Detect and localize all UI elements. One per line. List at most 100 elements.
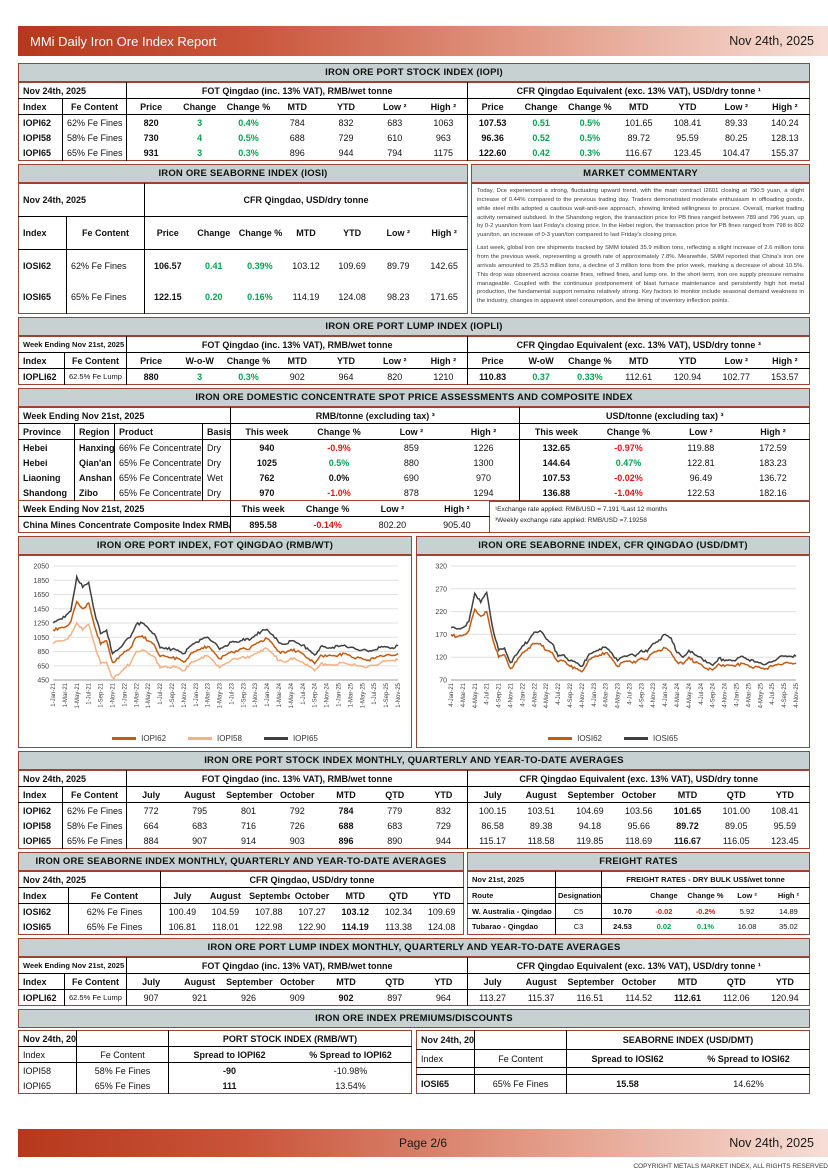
port-index-chart-legend: IOPI62 IOPI58 IOPI65 [19,731,411,745]
table-row: Index Fe Content Spread to IOPI62% Spread … [18,1046,412,1064]
legend-swatch [188,736,213,740]
table-row: IOPI58 58% Fe Fines 730 4 0.5% 688 729 610 963 96… [19,130,810,145]
svg-text:4-Mar-24: 4-Mar-24 [675,683,681,708]
legend-swatch [548,736,573,740]
table-row: Index Fe Content Spread to IOSI62% Spread … [416,1049,810,1069]
table-row: IOPI62 62% Fe Fines 820 3 0.4% 784 832 683 1063 1… [19,114,810,130]
svg-text:1-Sep-21: 1-Sep-21 [99,683,105,708]
svg-text:1-Jul-25: 1-Jul-25 [372,683,378,705]
footnotes-box: ¹Exchange rate applied: RMB/USD = 7.191 … [490,501,810,534]
svg-text:1-Sep-25: 1-Sep-25 [384,683,390,708]
svg-text:1-Sep-24: 1-Sep-24 [313,683,319,708]
svg-text:1-Jan-25: 1-Jan-25 [337,683,343,707]
legend-item: IOPI65 [263,733,318,743]
table-row: IOPLI62 62.5% Fe Lump 880 3 0.3% 902 964 820 121… [19,368,810,385]
table-row: China Mines Concentrate Composite Index … [18,516,490,533]
table-row: Nov 24th, 2025 CFR Qingdao, USD/dry tonne [18,183,468,218]
legend-swatch [263,736,288,740]
report-header-date: Nov 24th, 2025 [729,34,814,48]
svg-text:4-Sep-21: 4-Sep-21 [497,683,503,708]
legend-item: IOSI62 [548,734,602,743]
table-row: IOPLI62 62.5% Fe Lump 907 921 926 909 902 897 96… [19,989,810,1006]
table-row: IOSI65 65% Fe Fines 122.15 0.20 0.16% 114.19 1… [19,281,468,314]
iosi-table: Nov 24th, 2025 CFR Qingdao, USD/dry tonne… [18,183,468,315]
svg-text:1-Mar-24: 1-Mar-24 [277,683,283,708]
table-row: Shandong Zibo 65% Fe Concentrate Dry 970 -1.0… [19,485,810,501]
table-row: Tubarao - Qingdao C3 24.53 0.02 0.1% 16.08 35.… [468,918,810,935]
svg-text:4-Jan-22: 4-Jan-22 [520,683,526,707]
table-row: IOSI65 65% Fe Fines 106.81 118.01 122.98 122.… [19,919,464,935]
table-row: Nov 24th, 2025PORT STOCK INDEX (RMB/WT) [18,1030,412,1048]
commentary-section-header: MARKET COMMENTARY [471,164,810,183]
table-row: Index Fe Content Price W-o-W Change % MTD YTD L… [18,352,810,370]
legend-item: IOSI65 [624,734,678,743]
svg-text:4-Nov-21: 4-Nov-21 [508,683,514,708]
table-row: Nov 24th, 2025 FOT Qingdao (inc. 13% VAT)… [18,82,810,99]
svg-text:4-Nov-24: 4-Nov-24 [723,683,729,708]
seaborne-index-chart-title: IRON ORE SEABORNE INDEX, CFR QINGDAO (US… [416,536,810,556]
commentary-paragraph-1: Today, Dce experienced a strong, fluctua… [477,188,804,239]
seaborne-premiums-table: Nov 24th, 2025SEABORNE INDEX (USD/DMT)In… [416,1030,810,1095]
svg-text:450: 450 [37,678,49,685]
table-row: Nov 24th, 2025 CFR Qingdao, USD/dry tonne [18,871,464,889]
svg-text:4-Sep-25: 4-Sep-25 [782,683,788,708]
table-row [417,1067,810,1075]
monthly-iopli-table: Week Ending Nov 21st, 2025 FOT Qingdao (i… [18,957,810,1007]
svg-text:4-Jul-24: 4-Jul-24 [699,683,705,705]
monthly-iopi-table: Nov 24th, 2025 FOT Qingdao (inc. 13% VAT)… [18,770,810,850]
svg-text:4-Jan-25: 4-Jan-25 [735,683,741,707]
svg-text:1-May-23: 1-May-23 [218,683,224,709]
legend-label: IOSI62 [577,733,602,743]
table-row: Week Ending Nov 21st, 2025 RMB/tonne (exc… [18,407,810,425]
svg-text:4-May-22: 4-May-22 [544,683,550,709]
svg-text:4-Mar-21: 4-Mar-21 [461,683,467,708]
svg-text:1-Jul-23: 1-Jul-23 [229,683,235,705]
svg-text:1650: 1650 [33,592,49,599]
port-index-chart-title: IRON ORE PORT INDEX, FOT QINGDAO (RMB/WT… [18,536,412,556]
seaborne-index-chart-box: 70 120 170 220 270 320 4-Jan-21 4-Mar-21 4-May-2… [416,555,810,749]
svg-text:1850: 1850 [33,578,49,585]
svg-text:1-Jan-23: 1-Jan-23 [194,683,200,707]
footer-date: Nov 24th, 2025 [729,1136,814,1150]
table-row: IOSI62 62% Fe Fines 106.57 0.41 0.39% 103.12 1… [19,249,468,282]
table-row: IOPI65 65% Fe Fines 884 907 914 903 896 890 944 1… [19,833,810,849]
port-premiums-table: Nov 24th, 2025PORT STOCK INDEX (RMB/WT)I… [18,1030,412,1095]
seaborne-index-chart-legend: IOSI62 IOSI65 [417,731,809,745]
legend-label: IOPI62 [141,733,167,743]
svg-text:120: 120 [435,655,447,662]
seaborne-index-chart-panel: IRON ORE SEABORNE INDEX, CFR QINGDAO (US… [416,536,810,749]
table-row: IOSI62 62% Fe Fines 100.49 104.59 107.88 107.… [19,903,464,920]
legend-swatch [624,736,648,740]
legend-item: IOPI58 [188,734,242,743]
domestic-section-header: IRON ORE DOMESTIC CONCENTRATE SPOT PRICE… [18,388,810,408]
svg-text:1-Nov-22: 1-Nov-22 [182,683,188,708]
svg-text:1-Jan-24: 1-Jan-24 [265,683,271,707]
iopli-section-header: IRON ORE PORT LUMP INDEX (IOPLI) [18,317,810,337]
iosi-section-header: IRON ORE SEABORNE INDEX (IOSI) [18,164,468,183]
port-index-chart-box: 450 650 850 1050 1250 1450 1650 1850 2050 1-Jan-2… [18,555,412,749]
svg-text:1-Sep-22: 1-Sep-22 [170,683,176,708]
table-row: Nov 21st, 2025 FREIGHT RATES - DRY BULK U… [467,871,810,888]
svg-text:1-Mar-22: 1-Mar-22 [134,683,140,708]
svg-text:1-May-22: 1-May-22 [146,683,152,709]
svg-text:4-May-25: 4-May-25 [758,683,764,709]
svg-text:1-Mar-21: 1-Mar-21 [63,683,69,708]
table-row: Nov 24th, 2025 FOT Qingdao (inc. 13% VAT)… [18,770,810,788]
svg-text:2050: 2050 [33,564,49,571]
svg-text:4-Sep-24: 4-Sep-24 [711,683,717,708]
port-index-chart: 450 650 850 1050 1250 1450 1650 1850 2050 1-Jan-2… [33,564,402,709]
svg-text:1-Jan-21: 1-Jan-21 [51,683,57,707]
svg-text:1-Nov-24: 1-Nov-24 [325,683,331,708]
legend-item: IOPI62 [112,734,166,743]
legend-swatch [112,736,137,740]
svg-text:4-Sep-23: 4-Sep-23 [639,683,645,708]
svg-text:4-Jan-24: 4-Jan-24 [663,683,669,707]
svg-text:4-Nov-22: 4-Nov-22 [580,683,586,708]
legend-label: IOPI65 [292,733,318,743]
monthly-iosi-section-header: IRON ORE SEABORNE INDEX MONTHLY, QUARTER… [18,852,464,872]
table-row: Hebei Qian'an 65% Fe Concentrate Dry 1025 0.5… [19,455,810,471]
svg-text:1-Nov-25: 1-Nov-25 [396,683,402,708]
port-index-chart-panel: IRON ORE PORT INDEX, FOT QINGDAO (RMB/WT… [18,536,412,749]
